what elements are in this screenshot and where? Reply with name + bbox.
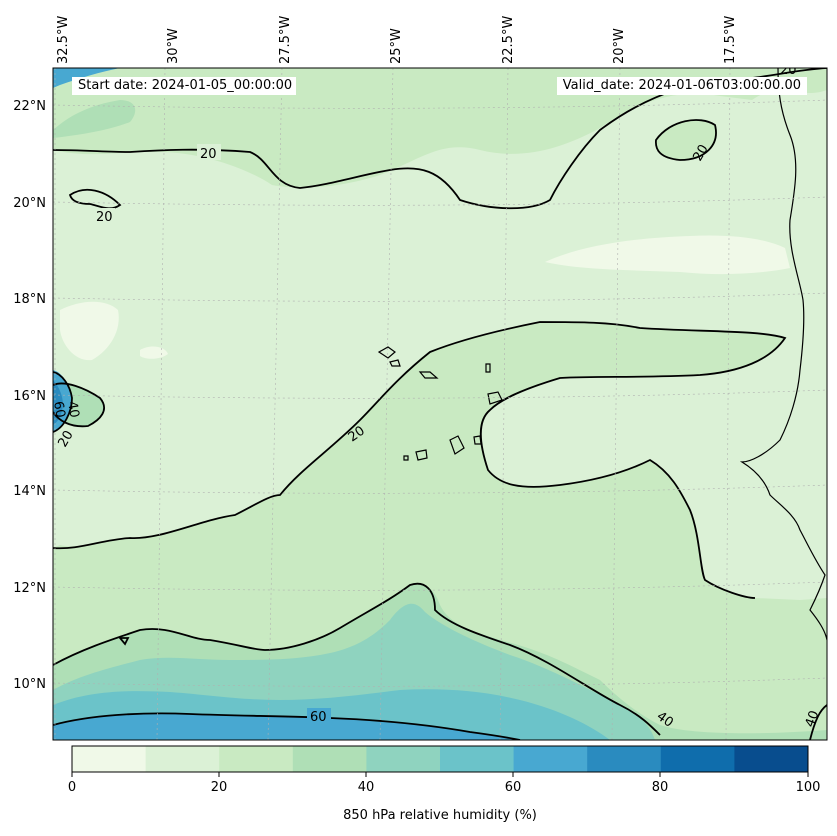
longitude-labels: 32.5°W 30°W 27.5°W 25°W 22.5°W 20°W 17.5… — [56, 16, 738, 64]
lon-label: 20°W — [612, 28, 627, 64]
contour-label: 60 — [50, 400, 68, 419]
lon-label: 27.5°W — [278, 16, 293, 64]
colorbar-swatch — [513, 746, 588, 772]
contour-label: 60 — [310, 710, 327, 725]
colorbar-tick-label: 60 — [504, 780, 522, 795]
lat-label: 16°N — [13, 389, 46, 404]
graticule — [53, 68, 827, 740]
colorbar-swatch — [219, 746, 294, 772]
humidity-band-20-30-central — [53, 322, 827, 740]
contour-20-central — [53, 321, 787, 599]
lat-label: 20°N — [13, 196, 46, 211]
contour-40-south — [53, 582, 661, 736]
colorbar-frame — [71, 745, 809, 773]
contour-40-west — [53, 382, 105, 428]
colorbar-swatch — [440, 746, 515, 772]
lon-label: 32.5°W — [56, 16, 71, 64]
colorbar — [72, 746, 809, 772]
contour-label-group: 20 20 20 20 20 40 40 40 60 60 20 — [50, 63, 823, 731]
colorbar-swatch — [292, 746, 367, 772]
colorbar-swatch — [145, 746, 220, 772]
colorbar-swatch — [660, 746, 735, 772]
colorbar-ticks — [71, 772, 809, 777]
contour-label: 20 — [690, 142, 711, 164]
contour-label: 40 — [64, 400, 82, 419]
map-frame — [52, 67, 828, 741]
valid-date-label: Valid_date: 2024-01-06T03:00:00.00 — [556, 77, 807, 95]
lon-label: 22.5°W — [501, 16, 516, 64]
colorbar-tick-label: 0 — [67, 780, 77, 795]
contour-60-west — [53, 371, 73, 433]
colorbar-swatch — [72, 746, 147, 772]
lon-label: 30°W — [166, 28, 181, 64]
africa-coastline — [739, 68, 827, 641]
colorbar-tick-label: 20 — [210, 780, 228, 795]
lat-label: 12°N — [13, 581, 46, 596]
humidity-band-60-70 — [53, 713, 520, 740]
lat-label: 10°N — [13, 677, 46, 692]
contour-20-island — [655, 119, 717, 161]
contour-20-west — [68, 188, 122, 210]
humidity-band-20-30-north — [53, 68, 827, 188]
lat-label: 22°N — [13, 99, 46, 114]
colorbar-tick-label: 100 — [795, 780, 821, 795]
contour-label: 20 — [780, 63, 797, 78]
start-date-label: Start date: 2024-01-05_00:00:00 — [72, 77, 297, 95]
colorbar-swatch — [366, 746, 441, 772]
latitude-labels: 22°N 20°N 18°N 16°N 14°N 12°N 10°N — [13, 99, 46, 692]
colorbar-tick-label: 40 — [357, 780, 375, 795]
colorbar-swatch — [587, 746, 662, 772]
contour-label: 20 — [200, 147, 217, 162]
cape-verde-islands — [377, 346, 503, 461]
lat-label: 14°N — [13, 484, 46, 499]
colorbar-tick-label: 80 — [651, 780, 669, 795]
lon-label: 17.5°W — [723, 16, 738, 64]
lon-label: 25°W — [389, 28, 404, 64]
contour-label: 40 — [803, 709, 823, 730]
map-plot-area: 20 20 20 20 20 40 40 40 60 60 20 — [50, 63, 827, 740]
colorbar-title: 850 hPa relative humidity (%) — [343, 808, 537, 823]
lat-label: 18°N — [13, 292, 46, 307]
contour-label: 20 — [55, 428, 76, 450]
humidity-band-0-10-west — [60, 301, 119, 361]
colorbar-swatch — [734, 746, 809, 772]
contour-label: 20 — [96, 210, 113, 225]
